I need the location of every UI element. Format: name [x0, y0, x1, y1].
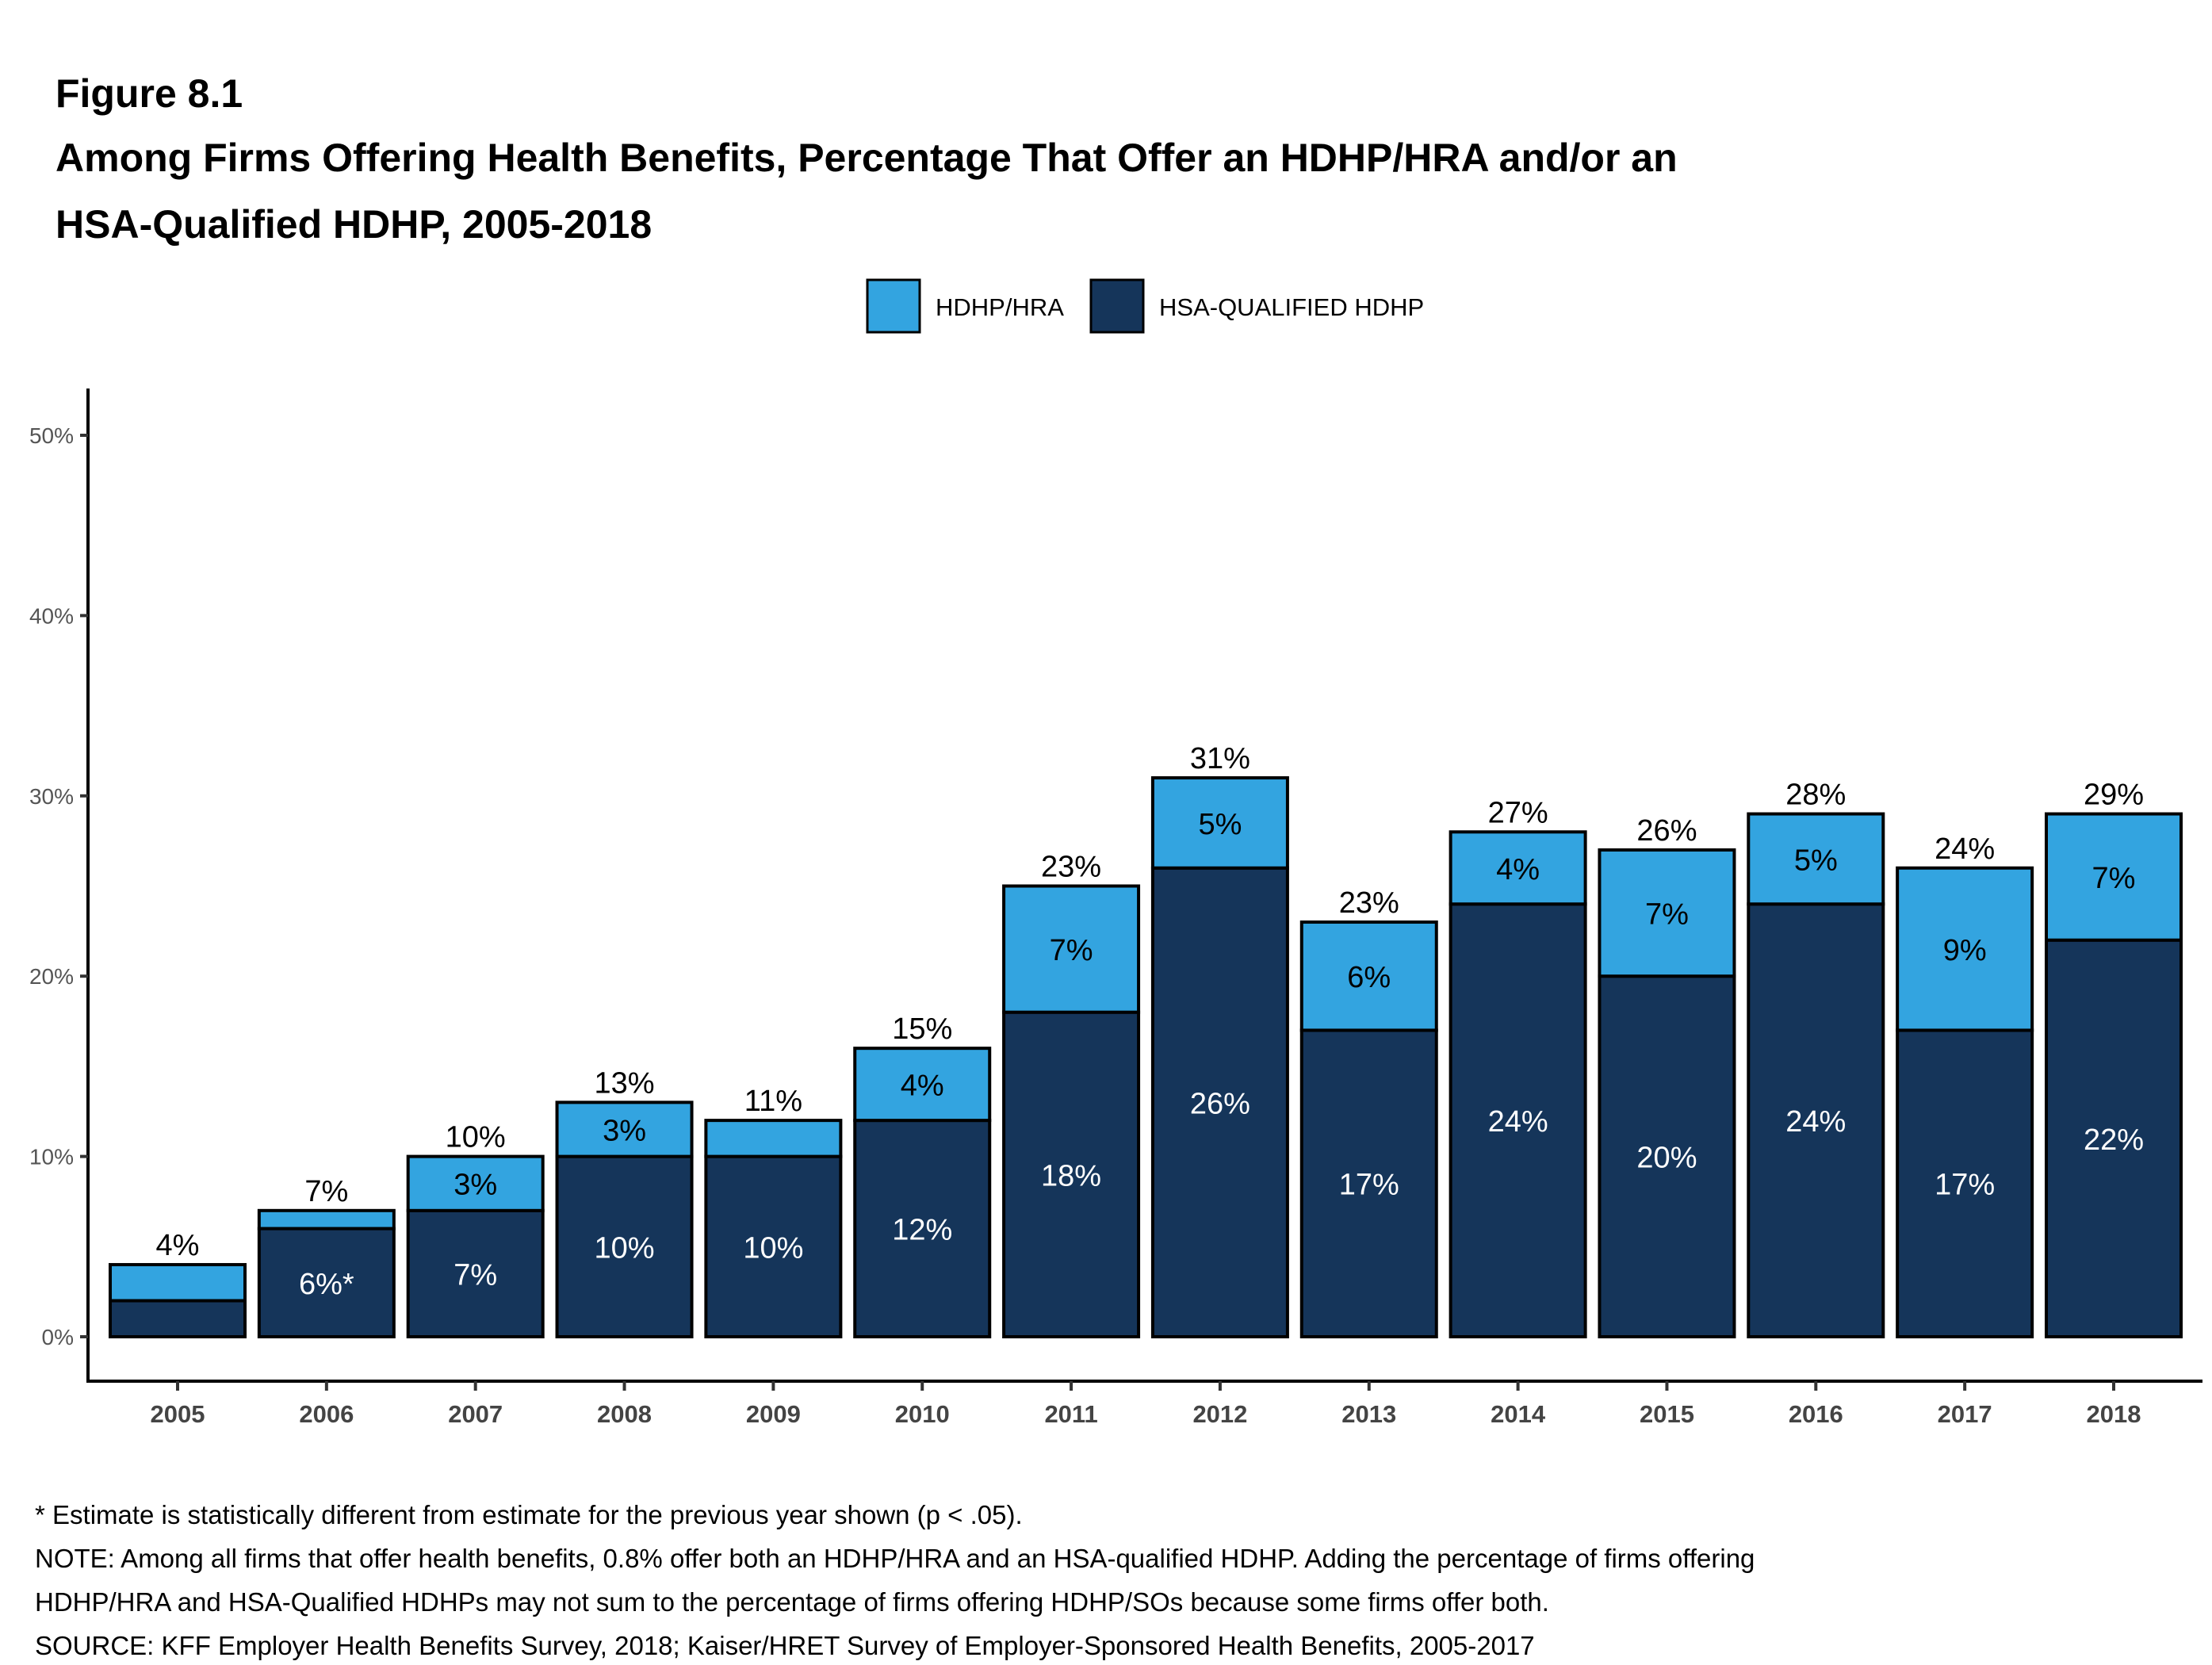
bar-hdhp-hra: [853, 1047, 992, 1123]
data-label-total: 10%: [446, 1121, 506, 1154]
bar-hsa-qualified-hdhp: [704, 1154, 843, 1338]
bar-hdhp-hra: [555, 1100, 694, 1158]
data-label-total: 29%: [2084, 779, 2144, 812]
chart-title-line2: HSA-Qualified HDHP, 2005-2018: [55, 202, 652, 247]
legend-swatch-hsa-qualified-hdhp: [1089, 278, 1145, 334]
data-label-hra: 7%: [1645, 898, 1689, 932]
data-label-hsa: 24%: [1488, 1105, 1548, 1139]
bar-hsa-qualified-hdhp: [1896, 1028, 2034, 1339]
x-tick-label: 2013: [1341, 1400, 1396, 1428]
data-label-hra: 9%: [1943, 934, 1987, 967]
y-tick-label: 40%: [29, 603, 74, 628]
data-label-hra: 6%: [1347, 961, 1391, 994]
footnotes: * Estimate is statistically different fr…: [35, 1500, 1755, 1660]
x-tick-label: 2010: [895, 1400, 950, 1428]
bar-hdhp-hra: [2045, 812, 2183, 942]
data-label-hra: 4%: [901, 1070, 944, 1103]
x-tick-label: 2012: [1192, 1400, 1247, 1428]
bar-hdhp-hra: [406, 1154, 545, 1212]
bar-hsa-qualified-hdhp: [853, 1119, 992, 1338]
x-tick-label: 2005: [151, 1400, 205, 1428]
data-label-hsa: 10%: [743, 1231, 803, 1265]
data-label-total: 23%: [1339, 886, 1399, 920]
y-tick-label: 50%: [29, 423, 74, 448]
bar-hsa-qualified-hdhp: [1150, 866, 1289, 1338]
data-label-hra: 4%: [1496, 853, 1540, 886]
figure-label: Figure 8.1: [55, 71, 243, 116]
bar-hdhp-hra: [1150, 776, 1289, 870]
data-label-hsa: 7%: [453, 1258, 497, 1292]
chart-title-line1: Among Firms Offering Health Benefits, Pe…: [55, 136, 1678, 180]
bar-hsa-qualified-hdhp: [1598, 974, 1736, 1338]
x-tick-label: 2009: [746, 1400, 801, 1428]
x-tick-label: 2007: [448, 1400, 503, 1428]
x-tick-label: 2018: [2087, 1400, 2141, 1428]
plot-area: 0% 10% 20% 30% 40% 50% 4% 2005 6%* 7% 2006 7% 3% 10% 2…: [29, 388, 2202, 1428]
data-label-hsa: 26%: [1190, 1087, 1250, 1120]
legend-label-hdhp-hra: HDHP/HRA: [936, 293, 1064, 321]
data-label-total: 13%: [595, 1066, 655, 1100]
data-label-total: 28%: [1785, 779, 1846, 812]
data-label-hsa: 24%: [1785, 1105, 1846, 1139]
data-label-total: 15%: [892, 1012, 952, 1046]
data-label-hsa: 10%: [595, 1231, 655, 1265]
data-label-hra: 5%: [1198, 808, 1242, 841]
x-tick-label: 2011: [1044, 1400, 1097, 1428]
data-label-hra: 3%: [453, 1169, 497, 1202]
x-tick-label: 2015: [1640, 1400, 1694, 1428]
data-label-hsa: 17%: [1935, 1169, 1995, 1202]
bar-hdhp-hra: [109, 1263, 247, 1303]
y-tick-label: 30%: [29, 784, 74, 809]
data-label-hra: 3%: [603, 1114, 646, 1147]
bar-hsa-qualified-hdhp: [109, 1299, 247, 1339]
footnote-note-2: HDHP/HRA and HSA-Qualified HDHPs may not…: [35, 1587, 1549, 1617]
data-label-total: 31%: [1190, 742, 1250, 775]
data-label-hra: 7%: [1050, 934, 1093, 967]
y-tick-label: 10%: [29, 1145, 74, 1169]
footnote-significance: * Estimate is statistically different fr…: [35, 1500, 1023, 1529]
y-tick-label: 20%: [29, 964, 74, 989]
bar-hsa-qualified-hdhp: [555, 1154, 694, 1338]
legend-label-hsa-qualified-hdhp: HSA-QUALIFIED HDHP: [1159, 293, 1424, 321]
data-label-total: 11%: [744, 1085, 802, 1118]
data-label-hra: 5%: [1794, 844, 1838, 877]
legend: HDHP/HRA HSA-QUALIFIED HDHP: [866, 278, 1424, 334]
bar-hdhp-hra: [704, 1119, 843, 1158]
bar-hdhp-hra: [1449, 830, 1587, 906]
bar-hsa-qualified-hdhp: [2045, 938, 2183, 1338]
bar-hsa-qualified-hdhp: [1299, 1028, 1438, 1339]
data-label-total: 4%: [156, 1229, 200, 1262]
bar-hsa-qualified-hdhp: [1747, 902, 1885, 1338]
bar-hdhp-hra: [257, 1208, 396, 1231]
bar-hsa-qualified-hdhp: [1002, 1010, 1141, 1339]
footnote-note-1: NOTE: Among all firms that offer health …: [35, 1544, 1755, 1573]
bar-hdhp-hra: [1002, 884, 1141, 1014]
data-label-hsa: 18%: [1041, 1159, 1101, 1192]
x-tick-label: 2008: [597, 1400, 652, 1428]
bar-hsa-qualified-hdhp: [1449, 902, 1587, 1338]
x-tick-label: 2006: [299, 1400, 354, 1428]
data-label-total: 23%: [1041, 851, 1101, 884]
legend-swatch-hdhp-hra: [866, 278, 921, 334]
x-tick-label: 2014: [1491, 1400, 1546, 1428]
bar-hdhp-hra: [1747, 812, 1885, 906]
data-label-total: 26%: [1636, 814, 1697, 848]
x-tick-label: 2017: [1938, 1400, 1992, 1428]
bar-hdhp-hra: [1896, 866, 2034, 1032]
data-label-total: 27%: [1488, 796, 1548, 829]
x-tick-label: 2016: [1789, 1400, 1843, 1428]
bar-hdhp-hra: [1598, 848, 1736, 978]
data-label-hsa: 20%: [1636, 1142, 1697, 1175]
data-label-total: 7%: [304, 1175, 348, 1208]
data-label-hsa: 6%*: [299, 1268, 354, 1301]
footnote-source: SOURCE: KFF Employer Health Benefits Sur…: [35, 1631, 1535, 1660]
data-label-hra: 7%: [2092, 862, 2136, 895]
data-label-hsa: 22%: [2084, 1123, 2144, 1157]
data-label-hsa: 17%: [1339, 1169, 1399, 1202]
y-tick-label: 0%: [42, 1325, 74, 1349]
data-label-hsa: 12%: [892, 1214, 952, 1247]
bar-hdhp-hra: [1299, 920, 1438, 1032]
data-label-total: 24%: [1935, 832, 1995, 866]
